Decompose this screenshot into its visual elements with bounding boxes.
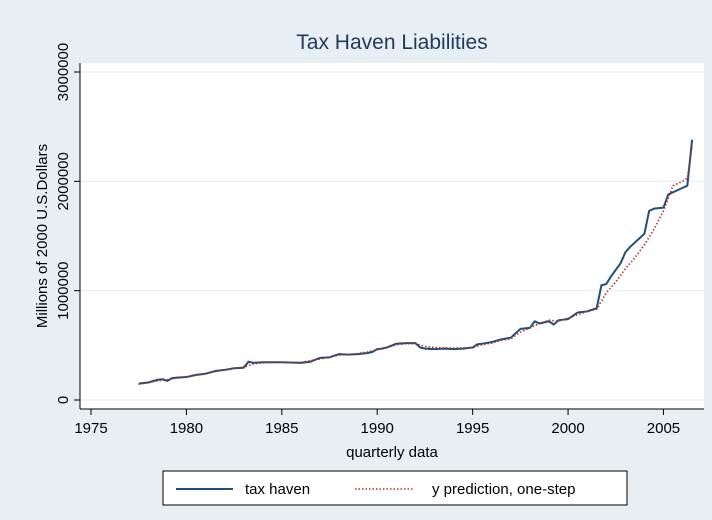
y-tick-label: 3000000	[55, 43, 72, 101]
x-tick-label: 1990	[361, 420, 394, 437]
chart-title: Tax Haven Liabilities	[296, 31, 487, 54]
x-tick-label: 1980	[170, 420, 203, 437]
legend-box	[162, 470, 628, 506]
legend-label-prediction: y prediction, one-step	[432, 481, 575, 498]
y-axis-label: Millions of 2000 U.S.Dollars	[34, 144, 51, 328]
x-tick-label: 2005	[647, 420, 680, 437]
x-axis-ticks: 1975 1980 1985 1990 1995 2000 2005	[74, 409, 680, 437]
gridlines	[80, 71, 704, 401]
legend: tax haven y prediction, one-step	[162, 470, 628, 506]
y-tick-label: 1000000	[55, 261, 72, 319]
x-tick-label: 2000	[551, 420, 584, 437]
plot-area	[80, 63, 704, 409]
series-layer	[138, 139, 694, 385]
series-line-prediction	[138, 146, 693, 385]
x-tick-label: 1995	[456, 420, 489, 437]
x-axis-label: quarterly data	[346, 444, 438, 461]
y-tick-label: 0	[55, 396, 72, 404]
y-tick-label: 2000000	[55, 152, 72, 210]
x-tick-label: 1985	[265, 420, 298, 437]
legend-label-tax-haven: tax haven	[245, 481, 310, 498]
y-axis-ticks: 0 1000000 2000000 3000000	[55, 43, 80, 404]
x-tick-label: 1975	[74, 420, 107, 437]
